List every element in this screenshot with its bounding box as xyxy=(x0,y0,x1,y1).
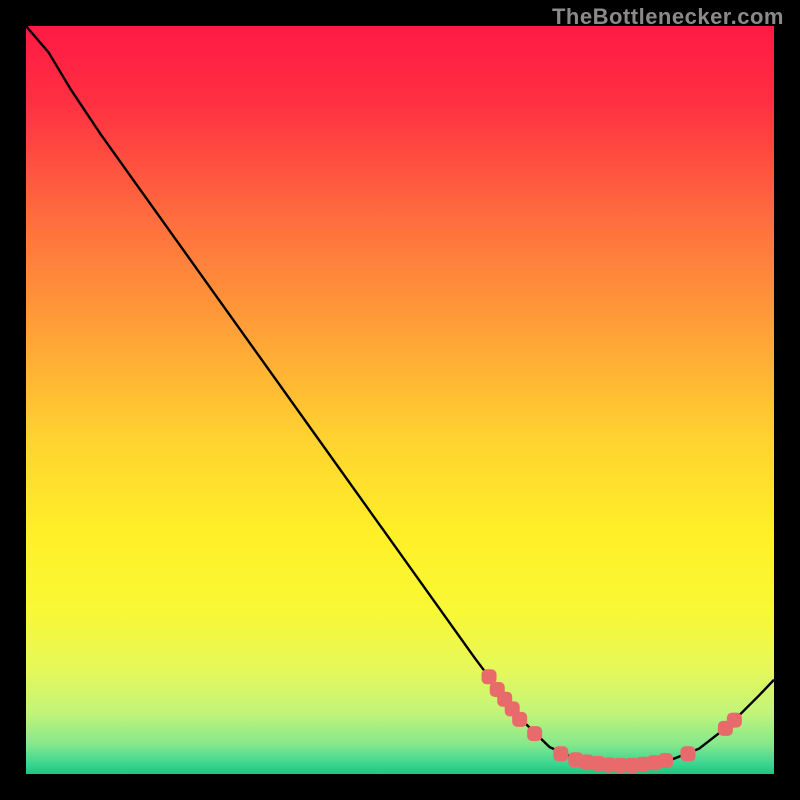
bottleneck-curve xyxy=(26,26,774,765)
plot-area xyxy=(26,26,774,774)
data-marker xyxy=(727,713,742,728)
data-marker xyxy=(512,712,527,727)
chart-svg xyxy=(26,26,774,774)
data-marker xyxy=(553,746,568,761)
marker-group xyxy=(482,669,742,773)
data-marker xyxy=(658,753,673,768)
data-marker xyxy=(527,726,542,741)
data-marker xyxy=(680,746,695,761)
